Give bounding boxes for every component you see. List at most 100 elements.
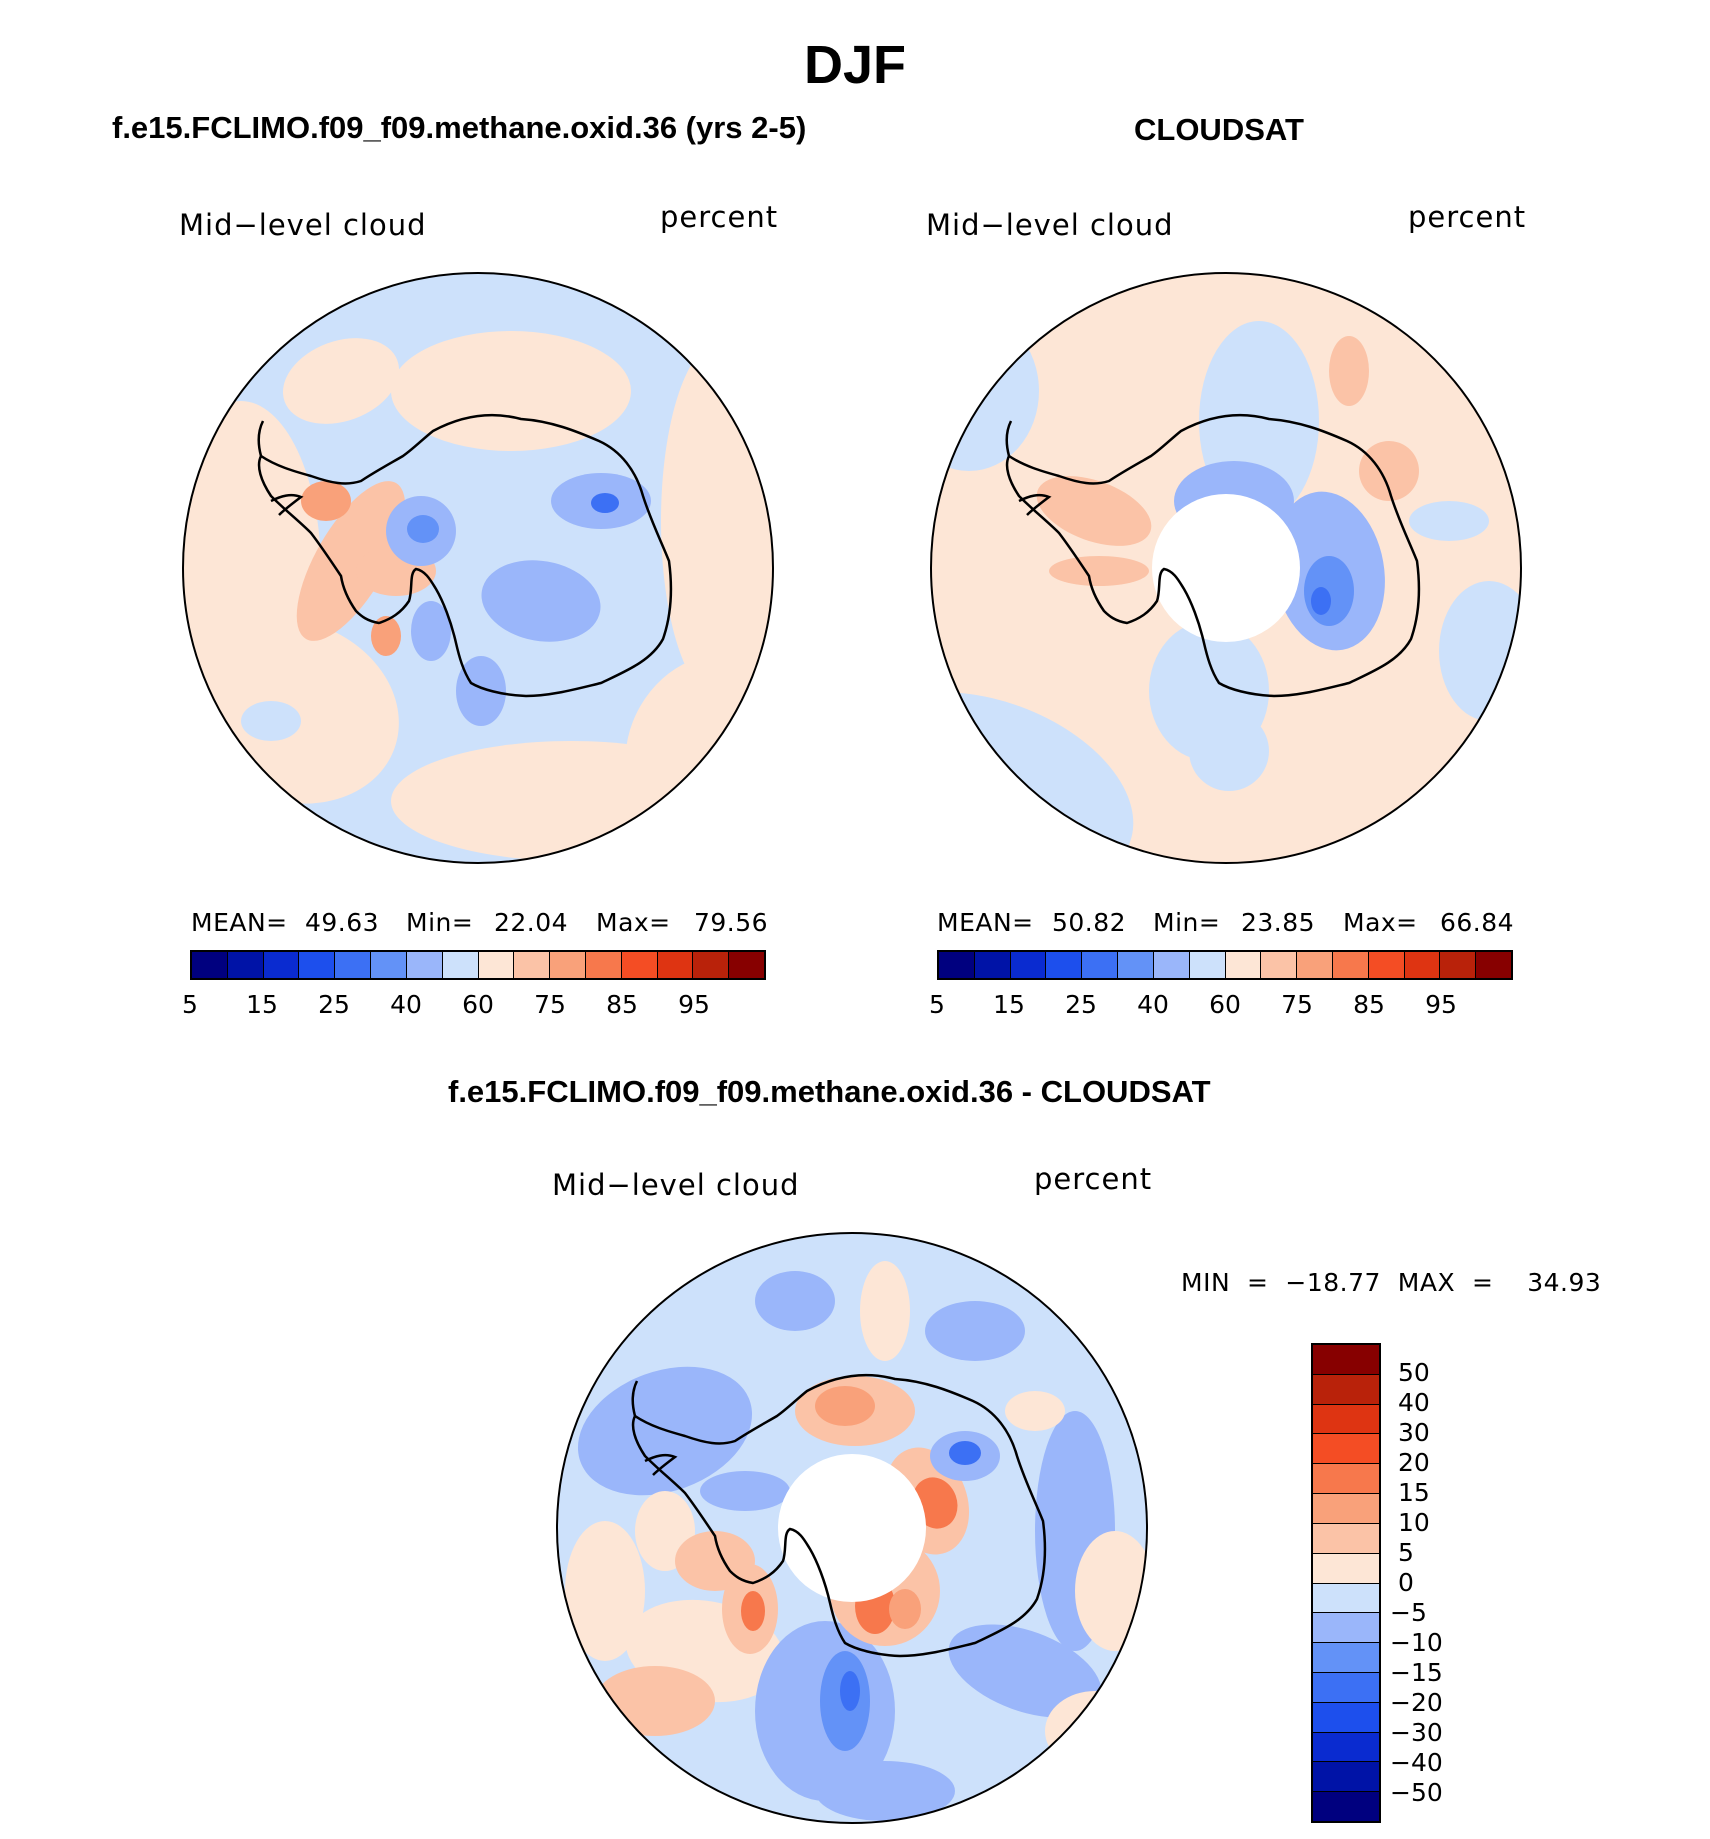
contour-region [282, 338, 400, 424]
contour-region [296, 481, 406, 641]
colorbar-tick-label: 75 [1281, 990, 1313, 1019]
colorbar-swatch [1313, 1494, 1379, 1524]
panel-1-min-label: Min= [406, 908, 474, 937]
colorbar-swatch [729, 952, 764, 978]
diff-panel-polar-map [556, 1232, 1148, 1824]
panel-1-max-label: Max= [596, 908, 671, 937]
colorbar-tick-label: 95 [1425, 990, 1457, 1019]
colorbar-tick-label: 5 [929, 990, 945, 1019]
contour-region [456, 656, 506, 726]
panel-2-min-value: 23.85 [1241, 908, 1316, 937]
colorbar-tick-label: 15 [246, 990, 278, 1019]
colorbar-swatch [1404, 952, 1441, 978]
colorbar-tick-label: 40 [1137, 990, 1169, 1019]
colorbar-tick-label: 85 [1353, 990, 1385, 1019]
colorbar-tick-label: 40 [1398, 1388, 1430, 1417]
colorbar-tick-label: 5 [182, 990, 198, 1019]
contour-region [925, 1301, 1025, 1361]
panel-1-variable-label: Mid−level cloud [179, 208, 427, 242]
coastline-peninsula [257, 420, 304, 516]
colorbar-swatch [1313, 1583, 1379, 1614]
colorbar-swatch [1010, 952, 1047, 978]
panel-1-max-value: 79.56 [694, 908, 769, 937]
colorbar-swatch [550, 952, 586, 978]
panel-2-max-value: 66.84 [1440, 908, 1515, 937]
contour-region [860, 1261, 910, 1361]
contour-region [741, 1591, 765, 1631]
colorbar-swatch [693, 952, 730, 978]
colorbar-swatch [621, 952, 658, 978]
colorbar-swatch [1313, 1374, 1379, 1405]
missing-data-region [778, 1454, 926, 1602]
colorbar-tick-label: −15 [1390, 1658, 1443, 1687]
colorbar-swatch [1225, 952, 1262, 978]
colorbar-swatch [514, 952, 551, 978]
colorbar-swatch [1297, 952, 1333, 978]
panel-1-mean-label: MEAN= [191, 908, 288, 937]
colorbar-tick-label: 5 [1398, 1538, 1414, 1567]
coastline [631, 1373, 1047, 1658]
colorbar-swatch [1440, 952, 1477, 978]
contour-region [301, 481, 351, 521]
panel-1-colorbar [190, 950, 766, 980]
contour-region [755, 1271, 835, 1331]
colorbar-tick-label: 0 [1398, 1568, 1414, 1597]
contour-region [591, 493, 619, 513]
panel-1-colorbar-ticks: 5 15 25 40 60 75 85 95 [182, 990, 766, 1020]
contour-region [565, 1521, 645, 1661]
panel-1-units-label: percent [660, 200, 779, 234]
colorbar-swatch [263, 952, 300, 978]
panel-2-polar-map [930, 272, 1522, 864]
colorbar-swatch [442, 952, 479, 978]
contour-region [481, 560, 601, 642]
contour-region [1045, 1691, 1145, 1771]
colorbar-tick-label: 20 [1398, 1448, 1430, 1477]
colorbar-swatch [1313, 1643, 1379, 1673]
diff-panel-colorbar-ticks: 50 40 30 20 15 10 5 0 −5 −10 −15 −20 −30 −40 −50 [1390, 1343, 1476, 1823]
colorbar-swatch [1189, 952, 1226, 978]
contour-region [371, 616, 401, 656]
colorbar-swatch [1313, 1345, 1379, 1375]
colorbar-swatch [1082, 952, 1119, 978]
colorbar-swatch [406, 952, 443, 978]
colorbar-tick-label: 10 [1398, 1508, 1430, 1537]
contour-region [1409, 501, 1489, 541]
colorbar-tick-label: 25 [1065, 990, 1097, 1019]
panel-2-max-label: Max= [1343, 908, 1418, 937]
colorbar-tick-label: 15 [1398, 1478, 1430, 1507]
contour-region [1329, 336, 1369, 406]
colorbar-swatch [585, 952, 622, 978]
diff-panel-title: f.e15.FCLIMO.f09_f09.methane.oxid.36 - C… [448, 1074, 1211, 1109]
contour-region [840, 1671, 860, 1711]
colorbar-swatch [478, 952, 515, 978]
panel-2-mean-label: MEAN= [937, 908, 1034, 937]
colorbar-swatch [1313, 1523, 1379, 1554]
contour-region [948, 1624, 1102, 1718]
contour-region [1075, 1531, 1147, 1651]
colorbar-tick-label: −30 [1390, 1718, 1443, 1747]
contour-region [1036, 476, 1152, 546]
panel-1-title: f.e15.FCLIMO.f09_f09.methane.oxid.36 (yr… [112, 110, 807, 145]
page-title: DJF [803, 35, 906, 95]
colorbar-swatch [974, 952, 1011, 978]
colorbar-swatch [1313, 1553, 1379, 1584]
contour-region [949, 1441, 981, 1465]
colorbar-swatch [371, 952, 407, 978]
colorbar-tick-label: −40 [1390, 1748, 1443, 1777]
colorbar-tick-label: −5 [1390, 1598, 1427, 1627]
panel-2-title: CLOUDSAT [1134, 112, 1304, 147]
colorbar-tick-label: 25 [318, 990, 350, 1019]
colorbar-tick-label: 95 [678, 990, 710, 1019]
panel-2-units-label: percent [1408, 200, 1527, 234]
contour-region [815, 1761, 955, 1821]
colorbar-tick-label: −10 [1390, 1628, 1443, 1657]
panel-1-mean-value: 49.63 [305, 908, 380, 937]
coastline-peninsula [1005, 420, 1052, 516]
panel-2-variable-label: Mid−level cloud [926, 208, 1174, 242]
map-boundary [930, 272, 1522, 864]
panel-2-min-label: Min= [1153, 908, 1221, 937]
colorbar-swatch [1313, 1762, 1379, 1793]
colorbar-tick-label: 60 [1209, 990, 1241, 1019]
colorbar-tick-label: 30 [1398, 1418, 1430, 1447]
contour-region [700, 1471, 790, 1511]
